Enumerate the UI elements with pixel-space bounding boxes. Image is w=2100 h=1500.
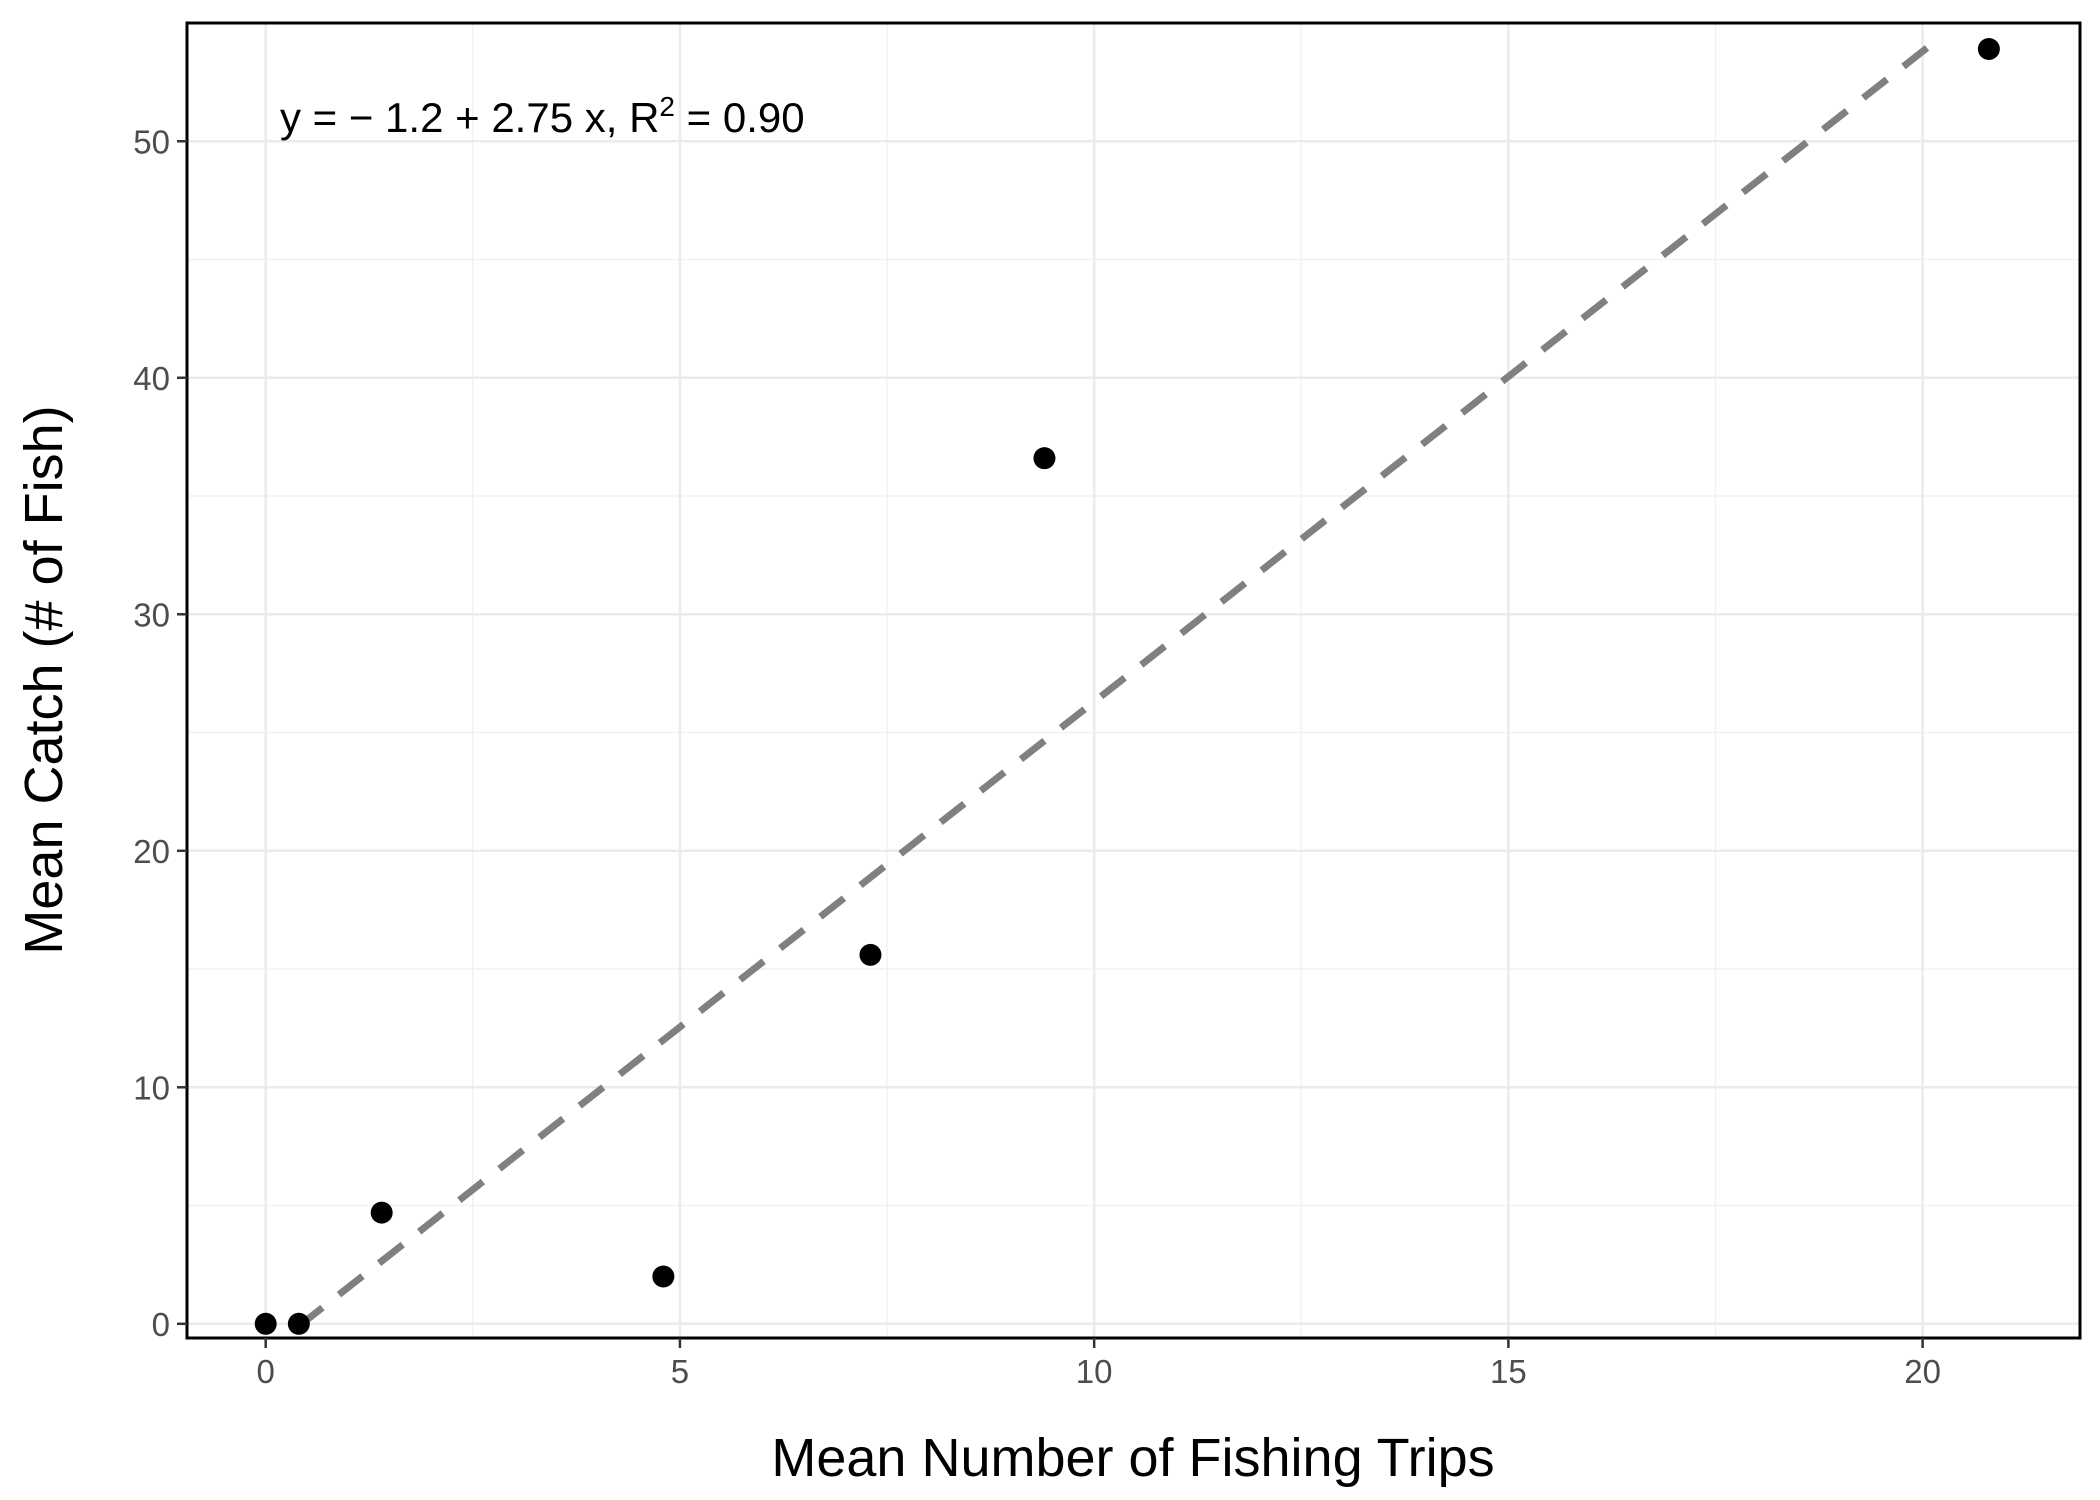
x-tick-label: 0 [257,1353,275,1390]
y-tick-label: 40 [133,360,170,397]
x-tick-label: 5 [671,1353,689,1390]
data-point [1033,447,1056,470]
y-tick-label: 50 [133,123,170,160]
trendline-layer [296,35,1942,1329]
y-axis-title: Mean Catch (# of Fish) [14,405,74,954]
data-point [254,1312,277,1335]
y-tick-label: 0 [152,1306,170,1343]
y-tick-label: 30 [133,596,170,633]
data-point [287,1312,310,1335]
x-tick-label: 10 [1076,1353,1113,1390]
equation-superscript: 2 [659,91,675,122]
data-point [1977,38,2000,61]
y-tick-label: 10 [133,1069,170,1106]
x-tick-label: 15 [1490,1353,1527,1390]
plot-panel-border [185,21,2082,1340]
y-tick-label: 20 [133,833,170,870]
equation-suffix: = 0.90 [675,94,805,141]
data-point [652,1265,675,1288]
x-tick-label: 20 [1904,1353,1941,1390]
x-axis: 0 5 10 15 20 [257,1338,1941,1390]
data-point [859,943,882,966]
points-layer [254,38,2000,1335]
x-axis-title: Mean Number of Fishing Trips [771,1428,1494,1488]
regression-trendline [296,35,1942,1329]
y-axis: 0 10 20 30 40 50 [133,123,187,1343]
gridlines [187,23,2080,1338]
data-point [370,1201,393,1224]
regression-equation: y = − 1.2 + 2.75 x, R2 = 0.90 [280,91,805,141]
equation-text: y = − 1.2 + 2.75 x, R [280,94,659,141]
